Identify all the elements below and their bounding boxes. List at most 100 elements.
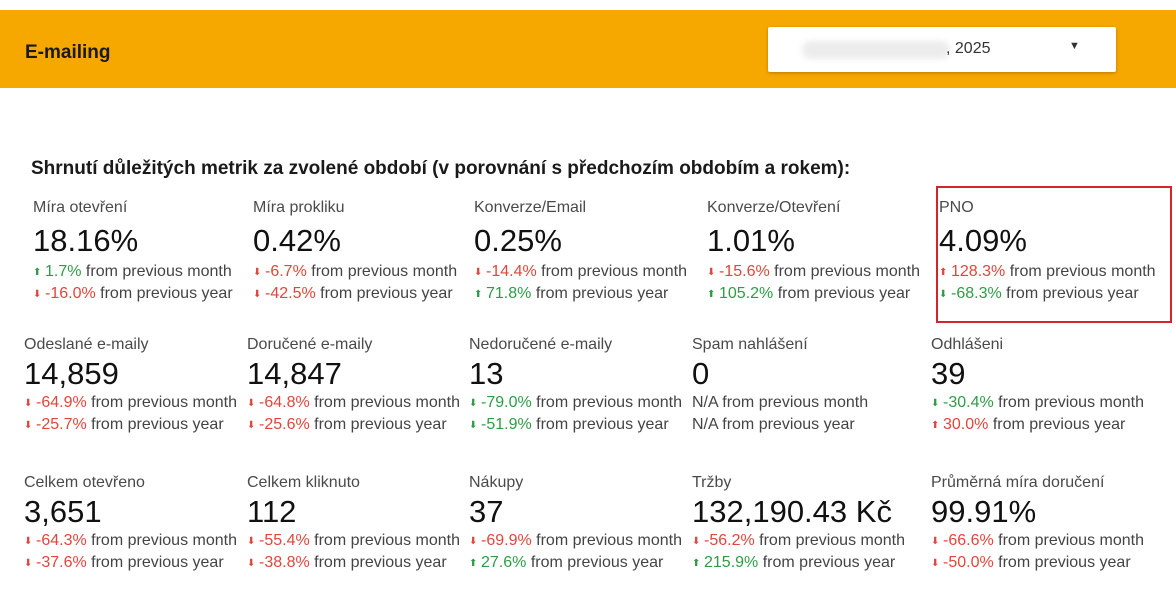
arrow-down-icon: ⬇ <box>24 558 33 569</box>
arrow-down-icon: ⬇ <box>24 420 33 431</box>
metric-value: 0.42% <box>253 223 341 258</box>
metric-label: Celkem kliknuto <box>247 474 360 491</box>
change-from-previous-year: ⬆ 105.2% from previous year <box>707 283 920 305</box>
change-percent: -56.2% <box>704 532 755 549</box>
change-from-previous-month: ⬇ -55.4% from previous month <box>247 530 460 552</box>
arrow-up-icon: ⬆ <box>33 267 42 278</box>
metric-label: Konverze/Otevření <box>707 199 841 216</box>
arrow-down-icon: ⬇ <box>931 558 940 569</box>
date-range-select[interactable]: , 2025 ▼ <box>768 27 1116 72</box>
metric-value: 39 <box>931 356 966 391</box>
change-caption: from previous year <box>91 416 224 433</box>
change-from-previous-year: ⬆ 215.9% from previous year <box>692 552 905 574</box>
change-caption: from previous month <box>998 532 1144 549</box>
change-caption: from previous year <box>535 285 669 302</box>
change-caption: from previous month <box>536 532 682 549</box>
arrow-down-icon: ⬇ <box>24 398 33 409</box>
metric-card: Průměrná míra doručení 99.91% ⬇ -66.6% from… <box>931 472 1144 574</box>
arrow-down-icon: ⬇ <box>24 536 33 547</box>
change-from-previous-month: ⬇ -15.6% from previous month <box>707 261 920 283</box>
metric-card: Spam nahlášení 0 N/A from previous month N/… <box>692 334 868 436</box>
metric-value: 3,651 <box>24 494 102 529</box>
change-from-previous-year: ⬆ 71.8% from previous year <box>474 283 687 305</box>
change-from-previous-month: ⬇ -64.3% from previous month <box>24 530 237 552</box>
metric-label: Nákupy <box>469 474 524 491</box>
change-caption: from previous year <box>530 554 664 571</box>
metric-card: Konverze/Email 0.25% ⬇ -14.4% from previous… <box>474 197 687 305</box>
change-percent: -15.6% <box>719 263 770 280</box>
change-percent: 30.0% <box>943 416 989 433</box>
change-from-previous-year: ⬆ 30.0% from previous year <box>931 414 1144 436</box>
arrow-down-icon: ⬇ <box>469 420 478 431</box>
change-percent: -25.6% <box>259 416 310 433</box>
change-caption: from previous year <box>992 416 1126 433</box>
change-from-previous-year: ⬇ -25.7% from previous year <box>24 414 237 436</box>
metric-label: Průměrná míra doručení <box>931 474 1105 491</box>
metric-label: Odeslané e-maily <box>24 336 149 353</box>
report-title: E-mailing <box>25 42 111 63</box>
pno-highlight-box <box>936 186 1172 323</box>
change-caption: from previous month <box>998 394 1144 411</box>
change-percent: 105.2% <box>719 285 774 302</box>
change-caption: from previous month <box>536 394 682 411</box>
change-percent: 215.9% <box>704 554 759 571</box>
change-caption: from previous month <box>85 263 232 280</box>
change-percent: -66.6% <box>943 532 994 549</box>
change-from-previous-year: ⬇ -25.6% from previous year <box>247 414 460 436</box>
change-from-previous-month: ⬇ -64.8% from previous month <box>247 392 460 414</box>
change-percent: N/A <box>692 394 718 411</box>
change-caption: from previous month <box>91 394 237 411</box>
arrow-down-icon: ⬇ <box>33 289 42 300</box>
change-caption: from previous month <box>759 532 905 549</box>
arrow-up-icon: ⬆ <box>707 289 716 300</box>
change-caption: from previous month <box>314 532 460 549</box>
change-from-previous-month: ⬇ -30.4% from previous month <box>931 392 1144 414</box>
change-percent: 128.3% <box>951 263 1006 280</box>
metric-label: PNO <box>939 199 974 216</box>
metric-value: 0 <box>692 356 710 391</box>
change-caption: from previous year <box>1006 285 1139 302</box>
change-from-previous-month: ⬆ 128.3% from previous month <box>939 261 1156 283</box>
change-caption: from previous month <box>314 394 460 411</box>
metric-card: Odeslané e-maily 14,859 ⬇ -64.9% from previ… <box>24 334 237 436</box>
change-percent: -14.4% <box>486 263 537 280</box>
metric-card: Konverze/Otevření 1.01% ⬇ -15.6% from previ… <box>707 197 920 305</box>
change-from-previous-month: ⬇ -66.6% from previous month <box>931 530 1144 552</box>
arrow-down-icon: ⬇ <box>931 536 940 547</box>
change-caption: from previous month <box>541 263 687 280</box>
change-caption: from previous month <box>722 394 869 411</box>
arrow-up-icon: ⬆ <box>692 558 701 569</box>
metric-value: 14,847 <box>247 356 342 391</box>
metric-value: 14,859 <box>24 356 119 391</box>
metric-card: Celkem kliknuto 112 ⬇ -55.4% from previous … <box>247 472 460 574</box>
metric-card: Celkem otevřeno 3,651 ⬇ -64.3% from previou… <box>24 472 237 574</box>
change-percent: -50.0% <box>943 554 994 571</box>
change-from-previous-year: ⬇ -37.6% from previous year <box>24 552 237 574</box>
metric-card: Míra prokliku 0.42% ⬇ -6.7% from previous m… <box>253 197 457 305</box>
chevron-down-icon[interactable]: ▼ <box>1069 40 1080 52</box>
section-title: Shrnutí důležitých metrik za zvolené obd… <box>31 158 851 179</box>
metric-value: 0.25% <box>474 223 562 258</box>
change-percent: -69.9% <box>481 532 532 549</box>
change-percent: -37.6% <box>36 554 87 571</box>
metric-value: 37 <box>469 494 504 529</box>
change-percent: -55.4% <box>259 532 310 549</box>
change-from-previous-month: ⬆ 1.7% from previous month <box>33 261 233 283</box>
arrow-down-icon: ⬇ <box>253 289 262 300</box>
metric-label: Míra prokliku <box>253 199 345 216</box>
arrow-down-icon: ⬇ <box>247 536 256 547</box>
metric-label: Spam nahlášení <box>692 336 808 353</box>
metric-value: 99.91% <box>931 494 1037 529</box>
change-percent: -6.7% <box>265 263 307 280</box>
change-from-previous-month: ⬇ -6.7% from previous month <box>253 261 457 283</box>
change-caption: from previous year <box>320 285 453 302</box>
arrow-down-icon: ⬇ <box>247 420 256 431</box>
change-caption: from previous month <box>1009 263 1156 280</box>
change-caption: from previous year <box>777 285 911 302</box>
metric-label: Odhlášeni <box>931 336 1004 353</box>
change-percent: -68.3% <box>951 285 1002 302</box>
change-from-previous-year: ⬇ -68.3% from previous year <box>939 283 1156 305</box>
metric-card: Tržby 132,190.43 Kč ⬇ -56.2% from previous … <box>692 472 905 574</box>
change-from-previous-year: ⬆ 27.6% from previous year <box>469 552 682 574</box>
metric-value: 4.09% <box>939 223 1027 258</box>
